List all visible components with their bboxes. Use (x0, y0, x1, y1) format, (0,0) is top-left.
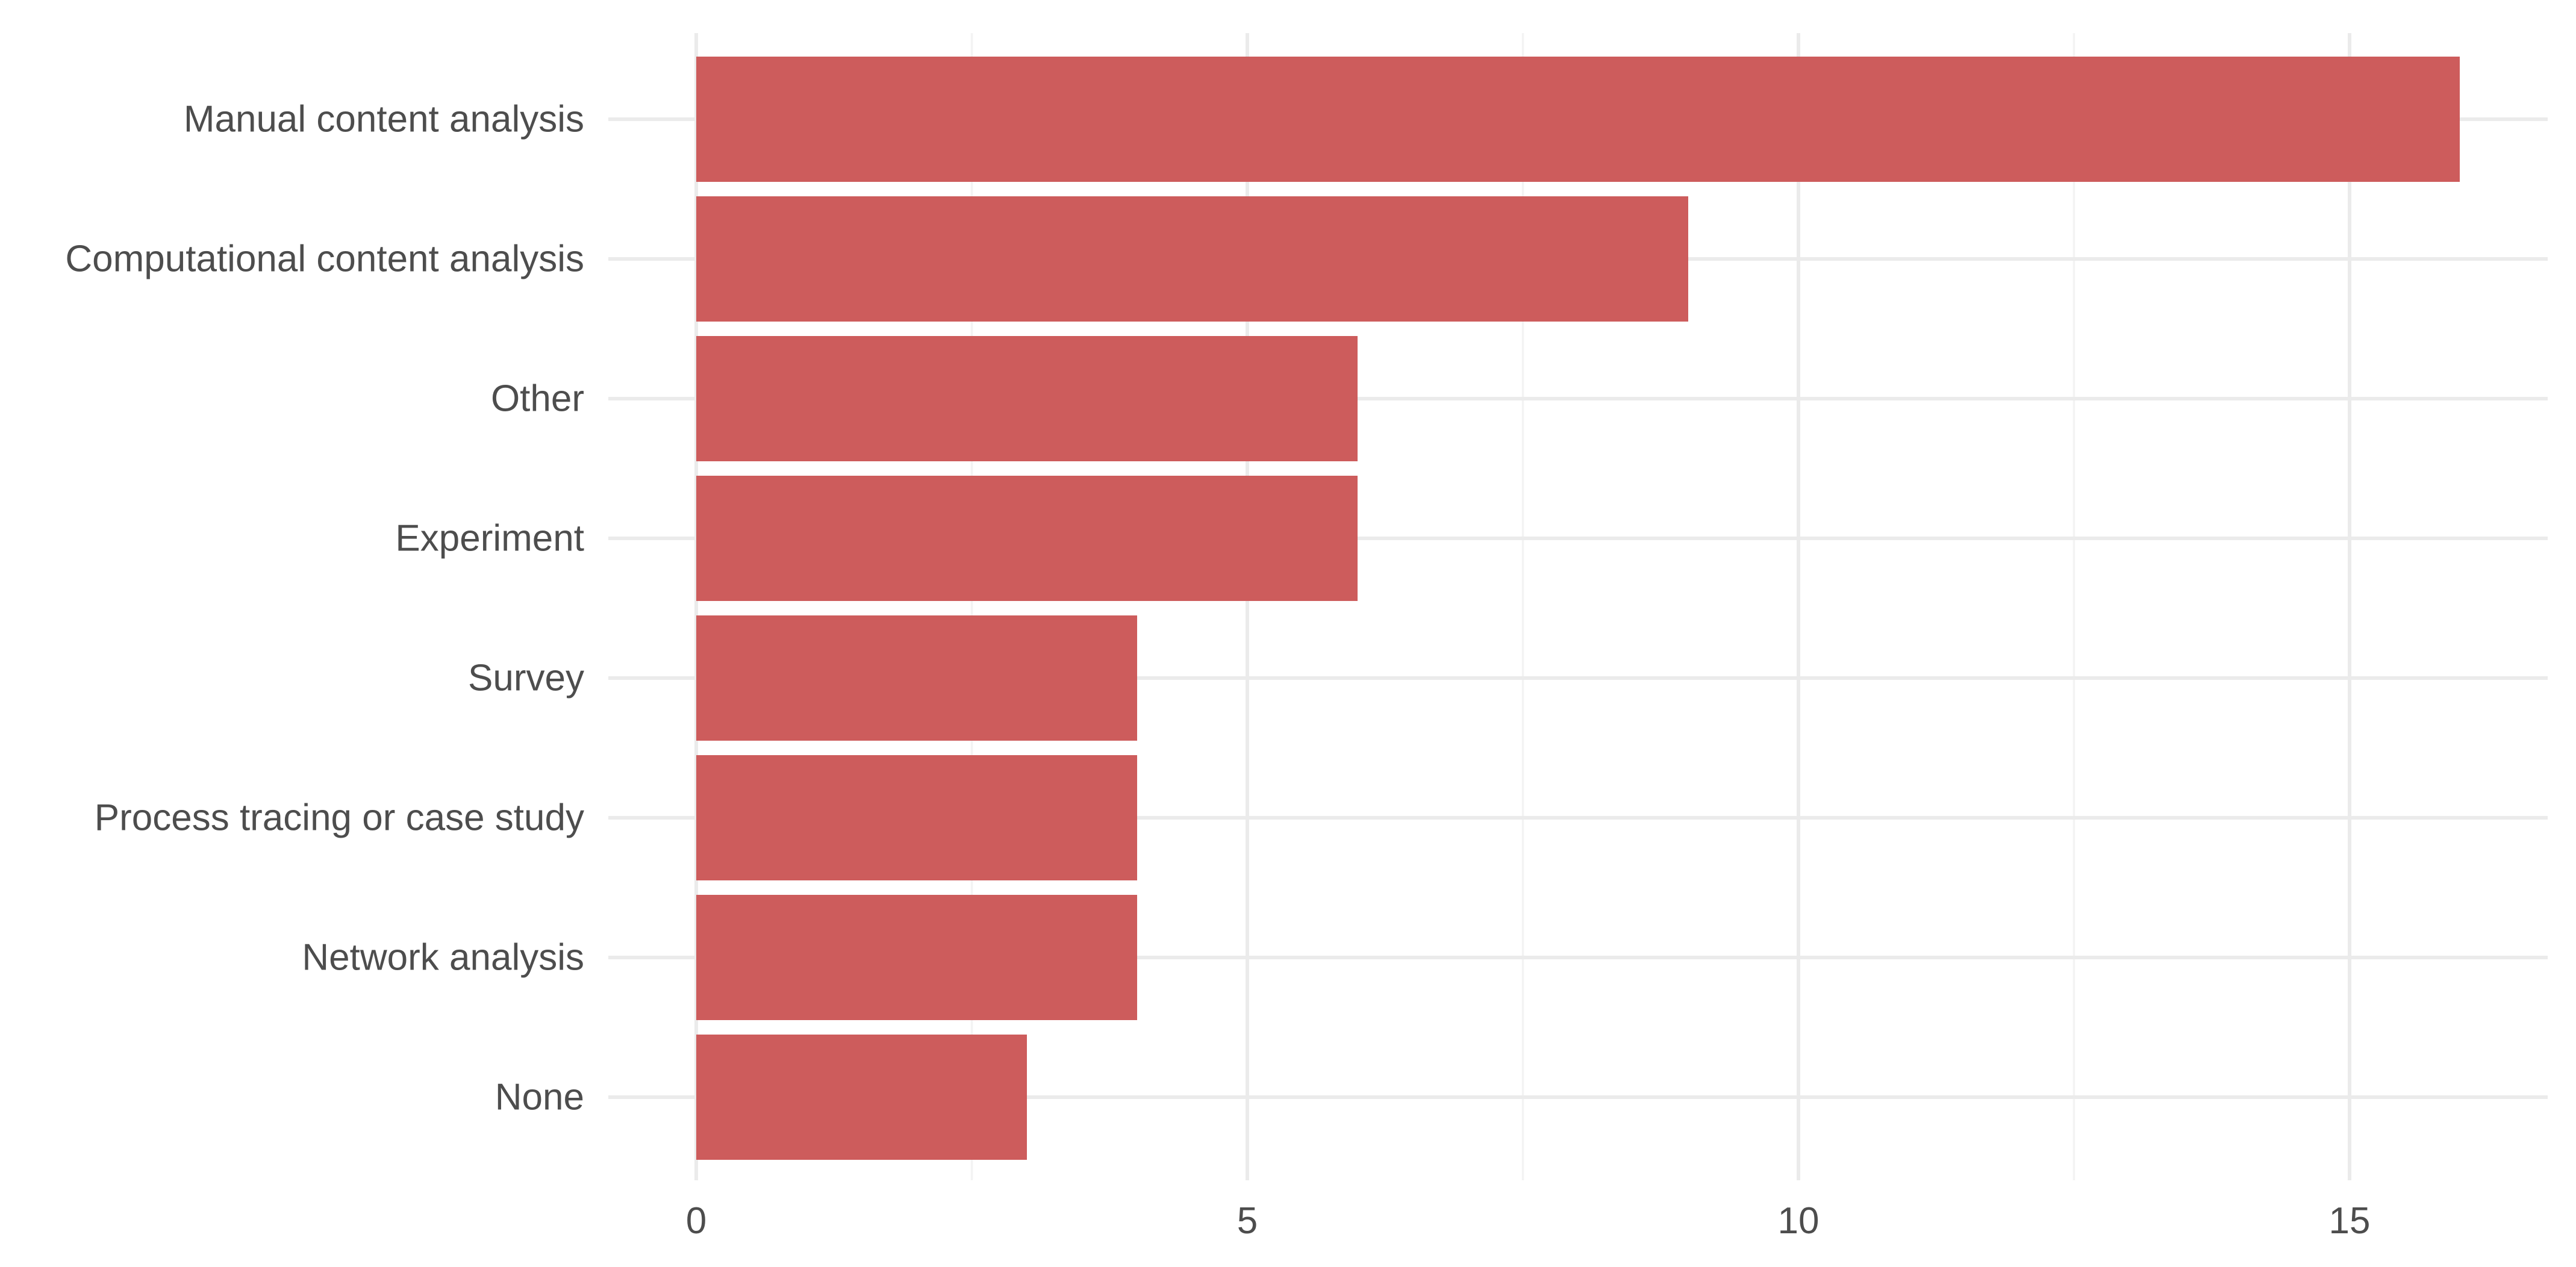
x-axis-tick-labels: 0 5 10 15 (686, 1200, 2371, 1242)
x-tick-label: 5 (1237, 1200, 1258, 1242)
bar (696, 57, 2460, 182)
x-tick-label: 0 (686, 1200, 706, 1242)
bar (696, 476, 1358, 601)
x-tick-label: 10 (1778, 1200, 1820, 1242)
y-tick-label: Experiment (395, 518, 584, 559)
bars (696, 57, 2460, 1160)
bar (696, 615, 1137, 741)
bar (696, 196, 1688, 322)
y-tick-label: None (495, 1077, 584, 1118)
y-tick-label: Manual content analysis (184, 99, 584, 140)
bar (696, 895, 1137, 1020)
y-tick-label: Computational content analysis (65, 238, 584, 280)
y-tick-label: Survey (468, 658, 584, 699)
y-tick-label: Process tracing or case study (95, 797, 584, 839)
bar (696, 1035, 1027, 1160)
bar (696, 336, 1358, 461)
y-tick-label: Network analysis (302, 937, 584, 979)
y-tick-label: Other (491, 378, 584, 420)
x-tick-label: 15 (2329, 1200, 2371, 1242)
bar (696, 755, 1137, 880)
y-axis-tick-labels: Manual content analysis Computational con… (65, 99, 584, 1118)
